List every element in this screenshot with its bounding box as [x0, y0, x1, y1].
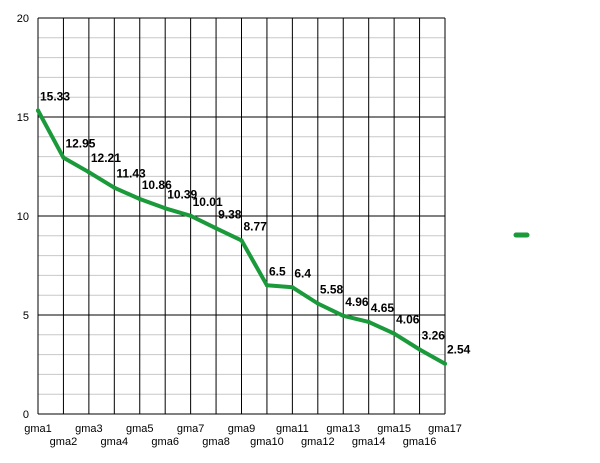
data-point	[392, 331, 397, 336]
y-tick-label: 15	[17, 112, 29, 124]
data-label: 10.01	[193, 195, 223, 209]
x-tick-label: gma11	[276, 423, 309, 435]
x-axis-tick-labels: gma1gma2gma3gma4gma5gma6gma7gma8gma9gma1…	[24, 423, 462, 448]
data-point	[315, 301, 320, 306]
data-point	[341, 313, 346, 318]
data-label: 10.39	[167, 187, 197, 201]
grid	[37, 17, 446, 415]
x-tick-label: gma7	[177, 423, 205, 435]
data-label: 12.21	[91, 151, 121, 165]
data-label: 8.77	[244, 219, 268, 233]
y-tick-label: 10	[17, 211, 29, 223]
data-label: 6.5	[269, 264, 286, 278]
y-axis-tick-labels: 0 5 10 15 20	[17, 13, 29, 421]
x-tick-label: gma1	[24, 423, 52, 435]
x-tick-label: gma17	[428, 423, 462, 435]
x-tick-label: gma9	[228, 423, 256, 435]
data-point	[112, 185, 117, 190]
data-point	[239, 238, 244, 243]
data-label: 9.38	[218, 207, 242, 221]
data-label: 2.54	[447, 343, 471, 357]
x-tick-label: gma8	[202, 436, 230, 448]
data-point	[86, 170, 91, 175]
data-label: 15.33	[40, 89, 70, 103]
x-tick-label: gma12	[301, 436, 335, 448]
x-tick-label: gma14	[352, 436, 386, 448]
data-point	[137, 196, 142, 201]
x-tick-label: gma15	[377, 423, 411, 435]
data-point	[366, 319, 371, 324]
axes	[37, 18, 445, 415]
x-tick-label: gma3	[75, 423, 103, 435]
x-tick-label: gma10	[250, 436, 284, 448]
data-point	[417, 347, 422, 352]
x-tick-label: gma4	[101, 436, 129, 448]
data-point	[290, 285, 295, 290]
data-label: 6.4	[294, 266, 311, 280]
data-label: 12.95	[65, 137, 95, 151]
data-label: 4.06	[396, 313, 420, 327]
data-point	[264, 283, 269, 288]
data-point	[61, 155, 66, 160]
data-label: 10.86	[142, 178, 172, 192]
data-point	[163, 206, 168, 211]
data-label: 4.96	[345, 295, 369, 309]
data-label: 5.58	[320, 283, 344, 297]
data-label: 3.26	[422, 328, 446, 342]
x-tick-label: gma5	[126, 423, 154, 435]
x-tick-label: gma13	[326, 423, 360, 435]
x-tick-label: gma2	[50, 436, 78, 448]
x-tick-label: gma6	[151, 436, 179, 448]
x-tick-label: gma16	[403, 436, 437, 448]
series-layer	[36, 108, 447, 366]
data-point	[188, 213, 193, 218]
data-point	[36, 108, 40, 113]
y-tick-label: 20	[17, 13, 29, 25]
data-label: 11.43	[116, 167, 146, 181]
data-point	[443, 361, 447, 366]
y-tick-label: 0	[23, 409, 29, 421]
y-tick-label: 5	[23, 310, 29, 322]
data-point	[214, 226, 219, 231]
data-label: 4.65	[371, 301, 395, 315]
